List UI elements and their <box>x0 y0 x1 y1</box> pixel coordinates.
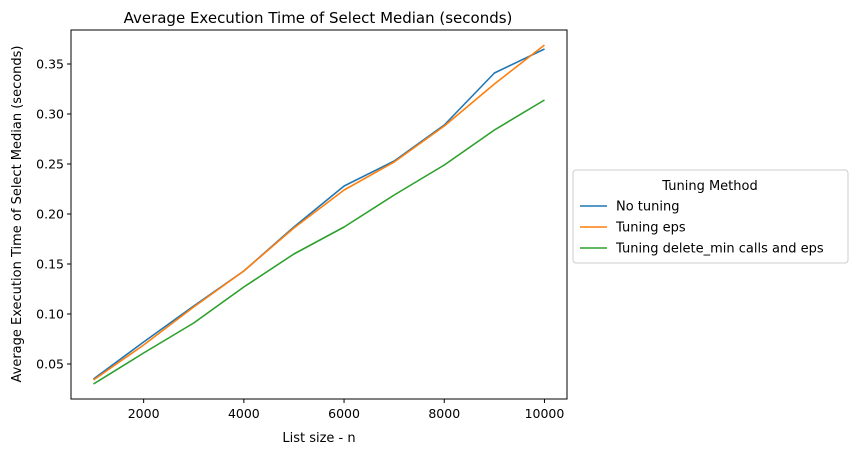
y-tick-label: 0.20 <box>36 207 64 222</box>
chart-title: Average Execution Time of Select Median … <box>124 9 513 27</box>
x-tick-label: 2000 <box>128 406 160 421</box>
series-line-2 <box>93 44 545 381</box>
x-axis-title: List size - n <box>282 431 355 446</box>
y-tick-label: 0.10 <box>36 307 64 322</box>
legend: Tuning Method No tuning Tuning eps Tuning … <box>572 169 849 264</box>
y-tick-label: 0.05 <box>36 357 64 372</box>
series-line-3 <box>93 99 545 385</box>
y-tick-label: 0.35 <box>36 57 64 72</box>
plot-frame <box>70 29 568 400</box>
y-tick-label: 0.15 <box>36 257 64 272</box>
legend-title: Tuning Method <box>661 179 757 194</box>
x-tick-label: 4000 <box>228 406 260 421</box>
y-axis-title: Average Execution Time of Select Median … <box>10 46 25 383</box>
legend-box <box>572 169 849 264</box>
y-tick-label: 0.30 <box>36 107 64 122</box>
series-layer <box>93 44 545 385</box>
legend-label: Tuning eps <box>615 221 686 236</box>
x-tick-label: 10000 <box>525 406 565 421</box>
series-line-1 <box>93 48 545 380</box>
x-tick-label: 6000 <box>328 406 360 421</box>
tick-layer: 2000 4000 6000 8000 10000 0.05 0.10 0.15 0.20 0.2… <box>36 57 564 422</box>
y-tick-label: 0.25 <box>36 157 64 172</box>
legend-label: No tuning <box>616 200 680 215</box>
legend-label: Tuning delete_min calls and eps <box>615 242 824 257</box>
x-tick-label: 8000 <box>428 406 460 421</box>
legend-entries: No tuning Tuning eps Tuning delete_min cal… <box>580 200 824 257</box>
